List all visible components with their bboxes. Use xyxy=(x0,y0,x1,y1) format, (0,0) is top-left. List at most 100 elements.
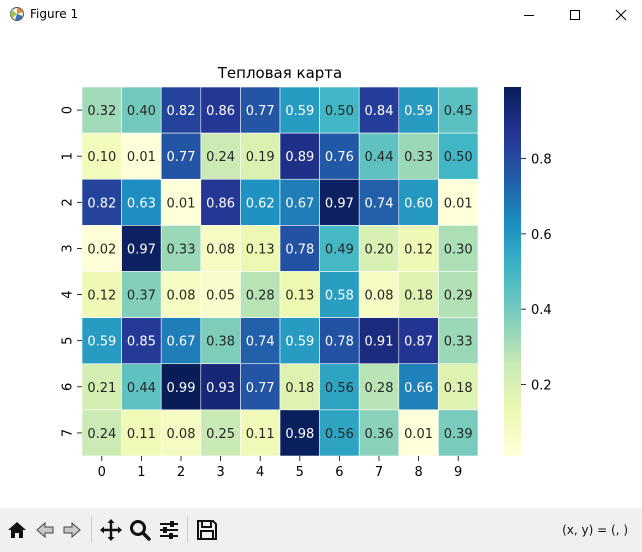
zoom-button[interactable] xyxy=(126,516,154,544)
heatmap-cells: 0.32 0.40 0.82 0.86 0.77 0.59 0.50 0.84 0.59 0.45… xyxy=(81,86,479,457)
heatmap-cell xyxy=(81,363,122,411)
close-icon xyxy=(615,9,627,21)
cell-value-label: 0.59 xyxy=(87,335,116,350)
cell-value-label: 0.78 xyxy=(325,335,354,350)
heatmap-cell xyxy=(81,225,122,272)
heatmap-cell xyxy=(121,409,162,457)
x-tick-label: 9 xyxy=(454,465,462,480)
cell-value-label: 0.63 xyxy=(127,196,156,211)
x-tick-label: 7 xyxy=(375,465,383,480)
figure-canvas[interactable]: Тепловая карта 0.32 0.40 0.82 0.86 0.77 0.59 0… xyxy=(0,30,642,508)
heatmap-cell xyxy=(279,86,320,134)
cell-value-label: 0.67 xyxy=(167,335,196,350)
heatmap-cell xyxy=(200,225,241,272)
cell-value-label: 0.08 xyxy=(167,427,196,442)
cell-value-label: 0.08 xyxy=(167,289,196,304)
y-tick-label: 2 xyxy=(61,198,76,206)
heatmap-cell xyxy=(319,86,360,134)
chart-title: Тепловая карта xyxy=(217,64,343,82)
heatmap-cell xyxy=(121,225,162,272)
matplotlib-app-icon xyxy=(10,7,24,21)
cell-value-label: 0.97 xyxy=(127,242,156,257)
cell-value-label: 0.59 xyxy=(285,335,314,350)
cell-value-label: 0.12 xyxy=(87,289,116,304)
cell-value-label: 0.60 xyxy=(404,196,433,211)
cell-value-label: 0.18 xyxy=(404,289,433,304)
cell-value-label: 0.28 xyxy=(365,381,394,396)
minimize-button[interactable] xyxy=(506,0,552,30)
back-button[interactable] xyxy=(31,516,59,544)
home-icon xyxy=(8,522,26,538)
y-tick-label: 7 xyxy=(61,429,76,437)
forward-icon xyxy=(63,521,81,539)
heatmap-cell xyxy=(200,86,241,134)
heatmap-cell xyxy=(438,271,479,318)
cell-value-label: 0.39 xyxy=(444,427,473,442)
back-icon xyxy=(36,521,54,539)
heatmap-cell xyxy=(81,409,122,457)
cell-value-label: 0.29 xyxy=(444,289,473,304)
heatmap-cell xyxy=(438,86,479,134)
home-button[interactable] xyxy=(3,516,31,544)
title-bar: Figure 1 xyxy=(0,0,642,30)
cell-value-label: 0.24 xyxy=(206,150,235,165)
cell-value-label: 0.01 xyxy=(127,150,156,165)
colorbar xyxy=(504,87,521,456)
heatmap-cell xyxy=(200,132,241,180)
cell-value-label: 0.77 xyxy=(246,104,275,119)
heatmap-cell xyxy=(319,271,360,318)
heatmap-cell xyxy=(240,86,281,134)
heatmap-cell xyxy=(160,271,202,318)
configure-subplots-icon xyxy=(160,521,178,539)
colorbar-tick-label: 0.4 xyxy=(531,303,552,318)
cell-value-label: 0.19 xyxy=(246,150,275,165)
heatmap-cell xyxy=(358,317,400,365)
heatmap-cell xyxy=(121,132,162,180)
cell-value-label: 0.36 xyxy=(365,427,394,442)
heatmap-cell xyxy=(398,271,439,318)
heatmap-cell xyxy=(438,178,479,226)
cell-value-label: 0.76 xyxy=(325,150,354,165)
heatmap-cell xyxy=(200,409,241,457)
cell-value-label: 0.13 xyxy=(246,242,275,257)
heatmap-cell xyxy=(438,363,479,411)
heatmap-cell xyxy=(200,178,241,226)
x-tick-label: 0 xyxy=(98,465,106,480)
navigation-toolbar: (x, y) = (, ) xyxy=(0,508,642,552)
heatmap-cell xyxy=(398,409,439,457)
minimize-icon xyxy=(524,15,534,16)
cell-value-label: 0.50 xyxy=(325,104,354,119)
heatmap-cell xyxy=(279,409,320,457)
heatmap-cell xyxy=(160,363,202,411)
cell-value-label: 0.08 xyxy=(365,289,394,304)
heatmap-cell xyxy=(160,317,202,365)
cell-value-label: 0.01 xyxy=(404,427,433,442)
heatmap-chart: Тепловая карта 0.32 0.40 0.82 0.86 0.77 0.59 0… xyxy=(61,64,552,480)
heatmap-cell xyxy=(81,132,122,180)
configure-subplots-button[interactable] xyxy=(155,516,183,544)
heatmap-cell xyxy=(358,363,400,411)
heatmap-cell xyxy=(160,178,202,226)
cell-value-label: 0.08 xyxy=(206,242,235,257)
heatmap-cell xyxy=(81,178,122,226)
cell-value-label: 0.02 xyxy=(87,242,116,257)
maximize-button[interactable] xyxy=(552,0,598,30)
colorbar-tick-label: 0.2 xyxy=(531,378,552,393)
heatmap-cell xyxy=(240,409,281,457)
cell-value-label: 0.37 xyxy=(127,289,156,304)
cell-value-label: 0.74 xyxy=(246,335,275,350)
heatmap-cell xyxy=(358,225,400,272)
forward-button[interactable] xyxy=(58,516,86,544)
close-button[interactable] xyxy=(598,0,642,30)
pan-button[interactable] xyxy=(97,516,125,544)
y-tick-label: 3 xyxy=(61,244,76,252)
cell-value-label: 0.99 xyxy=(167,381,196,396)
x-tick-label: 8 xyxy=(414,465,422,480)
cell-value-label: 0.45 xyxy=(444,104,473,119)
cell-value-label: 0.12 xyxy=(404,242,433,257)
save-button[interactable] xyxy=(193,516,221,544)
colorbar-tick-label: 0.8 xyxy=(531,153,552,168)
cell-value-label: 0.24 xyxy=(87,427,116,442)
maximize-icon xyxy=(570,10,580,20)
heatmap-cell xyxy=(240,271,281,318)
